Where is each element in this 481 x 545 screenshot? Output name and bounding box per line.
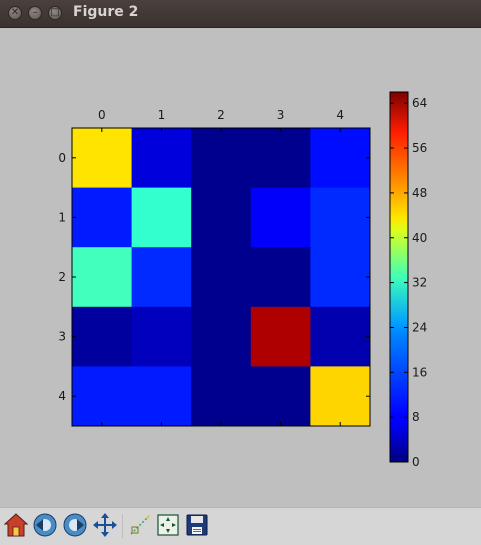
heatmap-cell xyxy=(72,366,132,427)
colorbar-tick-label: 0 xyxy=(412,455,420,469)
y-tick-label: 2 xyxy=(58,270,66,284)
colorbar-tick-label: 48 xyxy=(412,186,427,200)
pan-button[interactable] xyxy=(91,511,119,539)
heatmap-cell xyxy=(310,306,371,367)
heatmap-cell xyxy=(72,306,132,367)
home-button[interactable] xyxy=(2,511,30,539)
heatmap-cell xyxy=(131,366,192,427)
x-tick-labels: 0 1 2 3 4 xyxy=(98,108,344,122)
heatmap-cell xyxy=(131,187,192,248)
heatmap-cells xyxy=(72,128,371,427)
heatmap-cell xyxy=(310,366,371,427)
heatmap-cell xyxy=(250,187,311,248)
heatmap-cell xyxy=(250,366,311,427)
zoom-button[interactable] xyxy=(126,511,154,539)
heatmap-cell xyxy=(131,247,192,308)
configure-subplots-button[interactable] xyxy=(154,511,182,539)
colorbar-tick-label: 32 xyxy=(412,276,427,290)
maximize-icon: □ xyxy=(50,7,60,18)
heatmap-cell xyxy=(191,366,252,427)
colorbar-tick-label: 8 xyxy=(412,410,420,424)
y-tick-label: 0 xyxy=(58,151,66,165)
x-tick-label: 1 xyxy=(158,108,166,122)
floppy-disk-icon xyxy=(186,514,208,536)
colorbar xyxy=(389,91,409,463)
colorbar-ticks xyxy=(390,102,408,463)
figure-canvas[interactable]: 0 1 2 3 4 0 1 2 3 4 0 8 16 24 32 40 48 56 64 xyxy=(1,28,480,507)
colorbar-tick-label: 56 xyxy=(412,141,427,155)
back-button[interactable] xyxy=(31,511,59,539)
heatmap-cell xyxy=(310,128,371,188)
heatmap-cell xyxy=(310,187,371,248)
colorbar-tick-label: 16 xyxy=(412,365,427,379)
y-tick-label: 1 xyxy=(58,210,66,224)
heatmap-cell xyxy=(310,247,371,308)
heatmap-figure: 0 1 2 3 4 0 1 2 3 4 0 8 16 24 32 40 48 56 64 xyxy=(58,91,427,469)
colorbar-tick-label: 64 xyxy=(412,96,427,110)
y-tick-labels: 0 1 2 3 4 xyxy=(58,151,66,403)
heatmap-cell xyxy=(191,128,252,188)
heatmap-cell xyxy=(191,247,252,308)
heatmap-cell xyxy=(250,306,311,367)
heatmap-cell xyxy=(131,306,192,367)
x-tick-label: 2 xyxy=(217,108,225,122)
heatmap-cell xyxy=(131,128,192,188)
x-tick-label: 3 xyxy=(277,108,285,122)
forward-arrow-icon xyxy=(63,513,87,537)
x-tick-label: 0 xyxy=(98,108,106,122)
heatmap-cell xyxy=(72,187,132,248)
heatmap-cell xyxy=(250,128,311,188)
maximize-window-button[interactable]: □ xyxy=(48,6,62,20)
heatmap-cell xyxy=(72,247,132,308)
zoom-rect-icon xyxy=(130,515,150,535)
home-icon xyxy=(3,513,29,537)
colorbar-tick-label: 40 xyxy=(412,231,427,245)
subplots-icon xyxy=(157,514,179,536)
forward-button[interactable] xyxy=(61,511,89,539)
y-tick-label: 3 xyxy=(58,330,66,344)
heatmap-cell xyxy=(191,306,252,367)
colorbar-tick-labels: 0 8 16 24 32 40 48 56 64 xyxy=(412,96,427,469)
window-title: Figure 2 xyxy=(73,4,139,20)
heatmap-cell xyxy=(72,128,132,188)
heatmap-cell xyxy=(250,247,311,308)
close-icon: ✕ xyxy=(10,7,20,18)
save-button[interactable] xyxy=(183,511,211,539)
back-arrow-icon xyxy=(33,513,57,537)
minimize-icon: – xyxy=(32,7,38,18)
x-tick-label: 4 xyxy=(336,108,344,122)
minimize-window-button[interactable]: – xyxy=(28,6,42,20)
colorbar-tick-label: 24 xyxy=(412,320,427,334)
close-window-button[interactable]: ✕ xyxy=(8,6,22,20)
heatmap-ticks xyxy=(72,128,370,426)
navigation-toolbar xyxy=(0,507,481,545)
window-titlebar: ✕ – □ Figure 2 xyxy=(0,0,481,28)
y-tick-label: 4 xyxy=(58,389,66,403)
pan-arrows-icon xyxy=(93,513,117,537)
heatmap-cell xyxy=(191,187,252,248)
toolbar-separator xyxy=(122,514,123,538)
